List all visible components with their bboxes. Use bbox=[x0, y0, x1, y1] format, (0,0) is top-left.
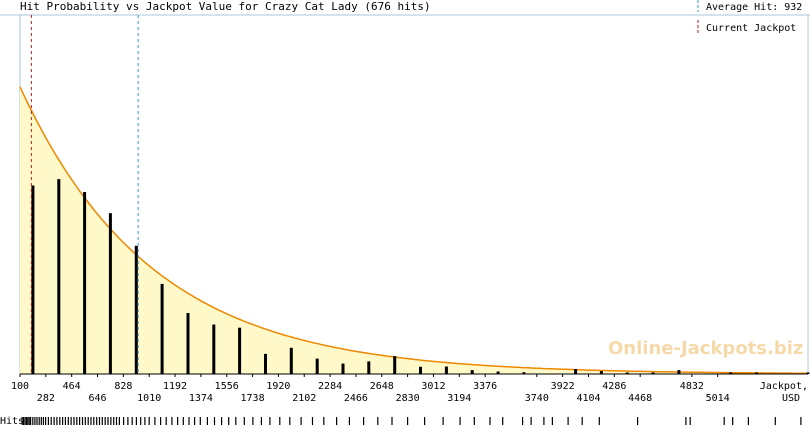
bar bbox=[806, 372, 810, 374]
legend-average-label: Average Hit: 932 bbox=[706, 2, 802, 13]
bar bbox=[574, 369, 578, 374]
bar bbox=[289, 347, 293, 374]
bar bbox=[341, 363, 345, 374]
bar bbox=[677, 370, 681, 374]
histogram-bars bbox=[31, 179, 810, 374]
bar bbox=[83, 192, 87, 374]
tick-label: 1374 bbox=[189, 393, 213, 404]
tick-label: 3740 bbox=[525, 393, 549, 404]
bar bbox=[625, 372, 629, 374]
tick-label: 464 bbox=[63, 381, 81, 392]
bar bbox=[367, 361, 371, 374]
bar bbox=[755, 372, 758, 374]
tick-label: 2284 bbox=[318, 381, 342, 392]
tick-label: 4104 bbox=[576, 393, 600, 404]
bar bbox=[470, 370, 474, 374]
probability-curve-line bbox=[19, 86, 807, 374]
x-axis-label-line1: Jackpot, bbox=[760, 381, 808, 392]
tick-label: 646 bbox=[88, 393, 106, 404]
tick-label: 100 bbox=[11, 381, 29, 392]
bar bbox=[315, 358, 319, 374]
tick-label: 5014 bbox=[706, 393, 730, 404]
bar bbox=[212, 324, 216, 374]
bar bbox=[729, 372, 733, 374]
tick-label: 4286 bbox=[602, 381, 626, 392]
x-axis-label-line2: USD bbox=[782, 393, 800, 404]
hits-label: Hits bbox=[0, 416, 24, 425]
tick-label: 1738 bbox=[241, 393, 265, 404]
bar bbox=[57, 179, 61, 374]
tick-label: 3012 bbox=[421, 381, 445, 392]
tick-label: 3194 bbox=[447, 393, 471, 404]
tick-label: 1192 bbox=[163, 381, 187, 392]
bar bbox=[186, 313, 190, 374]
tick-label: 282 bbox=[37, 393, 55, 404]
bar bbox=[108, 213, 112, 374]
tick-label: 1010 bbox=[137, 393, 161, 404]
chart-title: Hit Probability vs Jackpot Value for Cra… bbox=[20, 0, 431, 13]
tick-label: 828 bbox=[114, 381, 132, 392]
bar bbox=[393, 356, 397, 374]
watermark: Online-Jackpots.biz bbox=[608, 338, 803, 359]
tick-label: 2102 bbox=[292, 393, 316, 404]
bar bbox=[651, 372, 655, 374]
legend: Average Hit: 932 Current Jackpot bbox=[697, 0, 802, 34]
hits-rug bbox=[21, 417, 802, 425]
bar bbox=[31, 185, 35, 374]
tick-label: 3376 bbox=[473, 381, 497, 392]
bar bbox=[419, 366, 422, 374]
bar bbox=[496, 371, 500, 374]
bar bbox=[134, 245, 138, 374]
tick-label: 4832 bbox=[680, 381, 704, 392]
tick-label: 1920 bbox=[266, 381, 290, 392]
bar bbox=[160, 283, 164, 374]
x-axis-ticks: 100 464 828 1192 1556 1920 2284 2648 3012 3376 392… bbox=[11, 374, 730, 404]
probability-curve-area bbox=[20, 86, 808, 375]
tick-label: 2648 bbox=[370, 381, 394, 392]
tick-label: 2830 bbox=[396, 393, 420, 404]
legend-current-label: Current Jackpot bbox=[706, 23, 796, 34]
tick-label: 1556 bbox=[215, 381, 239, 392]
bar bbox=[238, 327, 242, 374]
tick-label: 3922 bbox=[551, 381, 575, 392]
bar bbox=[264, 353, 267, 374]
bar bbox=[444, 366, 448, 374]
bar bbox=[522, 372, 526, 374]
tick-label: 4468 bbox=[628, 393, 652, 404]
tick-label: 2466 bbox=[344, 393, 368, 404]
bar bbox=[599, 371, 603, 374]
